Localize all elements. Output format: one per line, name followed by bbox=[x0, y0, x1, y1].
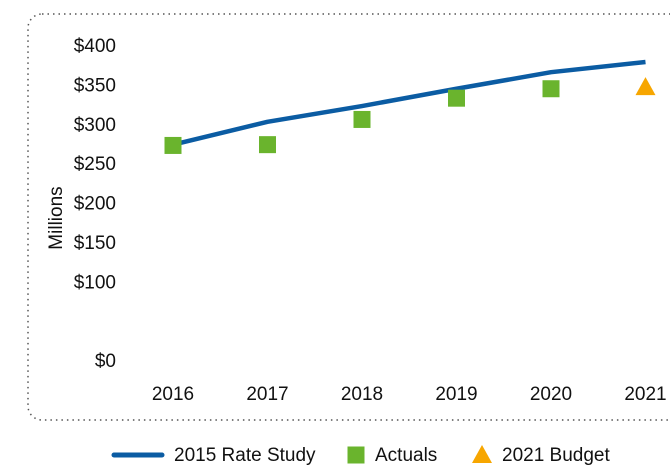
x-tick-label: 2021 bbox=[624, 384, 666, 405]
data-point bbox=[635, 77, 656, 96]
y-tick-label: $100 bbox=[74, 272, 116, 293]
y-tick-label: $300 bbox=[74, 115, 116, 136]
legend-symbol bbox=[347, 446, 365, 464]
data-point bbox=[353, 110, 371, 128]
y-tick-label: $200 bbox=[74, 194, 116, 215]
y-tick-label: $250 bbox=[74, 154, 116, 175]
y-tick-label: $350 bbox=[74, 75, 116, 96]
x-tick-label: 2019 bbox=[435, 384, 477, 405]
y-tick-label: $150 bbox=[74, 233, 116, 254]
x-tick-label: 2016 bbox=[152, 384, 194, 405]
x-tick-label: 2018 bbox=[341, 384, 383, 405]
data-point bbox=[164, 136, 182, 154]
data-point bbox=[542, 80, 560, 98]
x-tick-label: 2020 bbox=[530, 384, 572, 405]
x-tick-label: 2017 bbox=[246, 384, 288, 405]
y-tick-label: $0 bbox=[95, 351, 116, 372]
y-tick-label: $400 bbox=[74, 36, 116, 57]
legend-symbol bbox=[472, 445, 492, 463]
data-point bbox=[259, 136, 276, 154]
y-axis-title: Millions bbox=[46, 186, 67, 249]
data-point bbox=[448, 89, 465, 107]
legend-label: 2015 Rate Study bbox=[174, 445, 316, 466]
series-line bbox=[172, 59, 646, 147]
legend-label: 2021 Budget bbox=[502, 445, 610, 466]
legend-label: Actuals bbox=[375, 445, 437, 466]
plot-border bbox=[27, 13, 670, 421]
